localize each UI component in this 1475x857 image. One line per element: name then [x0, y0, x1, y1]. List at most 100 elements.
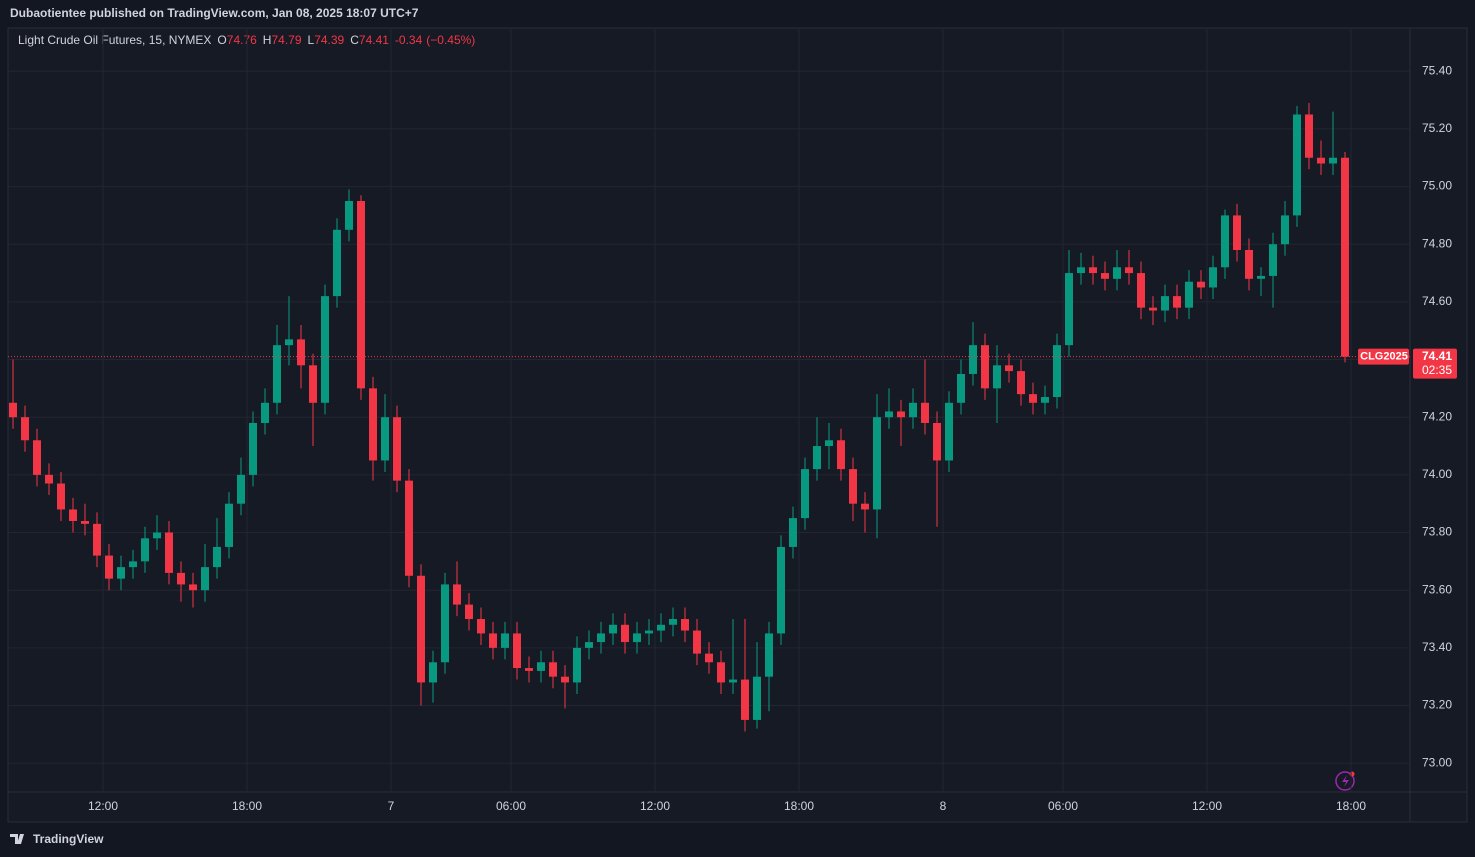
y-tick-label: 74.20 — [1422, 409, 1452, 423]
candle-body — [813, 446, 821, 470]
candle-body — [945, 402, 953, 461]
candle-body — [1305, 114, 1313, 158]
candle-body — [225, 503, 233, 547]
y-tick-label: 74.00 — [1422, 467, 1452, 481]
candle-body — [153, 532, 161, 539]
candle-body — [345, 200, 353, 230]
y-tick-label: 73.20 — [1422, 698, 1452, 712]
x-tick-label: 7 — [388, 799, 395, 813]
candle-body — [1173, 296, 1181, 308]
candle-body — [261, 402, 269, 423]
candle-body — [825, 440, 833, 447]
candle-body — [309, 365, 317, 403]
x-tick-label: 06:00 — [496, 799, 526, 813]
candle-body — [885, 411, 893, 418]
candle-body — [909, 402, 917, 418]
candle-body — [417, 575, 425, 683]
candle-body — [1233, 215, 1241, 250]
candle-body — [597, 633, 605, 643]
candle-body — [477, 619, 485, 634]
candle-body — [249, 422, 257, 475]
candle-body — [369, 388, 377, 461]
candle-body — [1077, 267, 1085, 274]
candle-body — [873, 417, 881, 510]
candle-body — [729, 679, 737, 683]
y-tick-label: 75.00 — [1422, 179, 1452, 193]
candle-body — [1293, 114, 1301, 216]
flash-circle[interactable] — [1335, 771, 1355, 791]
candle-body — [549, 662, 557, 677]
candle-body — [1317, 157, 1325, 164]
price-tag-countdown: 02:35 — [1422, 363, 1452, 377]
candle-body — [537, 662, 545, 671]
candle-body — [501, 633, 509, 648]
legend-close: 74.41 — [359, 33, 389, 47]
candle-body — [789, 518, 797, 547]
x-tick-label: 18:00 — [1336, 799, 1366, 813]
candle-body — [585, 642, 593, 648]
candle-body — [669, 619, 677, 625]
candle-body — [777, 546, 785, 634]
candle-body — [1161, 296, 1169, 311]
plot — [8, 28, 1410, 792]
legend-change-pct: (−0.45%) — [426, 33, 475, 47]
candle-body — [621, 624, 629, 643]
candle-body — [645, 630, 653, 634]
candle-body — [177, 572, 185, 585]
footer-brand: TradingView — [33, 832, 104, 846]
candle-body — [1257, 275, 1265, 279]
candle-body — [1137, 273, 1145, 308]
price-tag — [1413, 348, 1457, 379]
candle-body — [1005, 365, 1013, 372]
ticker-label: CLG2025 — [1360, 351, 1408, 363]
legend-open: 74.76 — [227, 33, 257, 47]
footer-logo: TradingView — [10, 832, 104, 846]
flash-dot — [1349, 771, 1355, 777]
candle-body — [1197, 281, 1205, 288]
candle-body — [285, 339, 293, 346]
flash-bolt[interactable] — [1342, 775, 1349, 787]
candle-body — [129, 561, 137, 568]
logo-icon — [10, 834, 24, 844]
y-tick-label: 73.00 — [1422, 755, 1452, 769]
y-tick-label: 73.80 — [1422, 525, 1452, 539]
candle-body — [441, 584, 449, 663]
legend-change: -0.34 — [395, 33, 423, 47]
candle-body — [1125, 267, 1133, 274]
candle-body — [201, 567, 209, 591]
legend-line: Light Crude Oil Futures, 15, NYMEX O74.76… — [18, 33, 475, 47]
candle-body — [525, 668, 533, 671]
candle-body — [57, 483, 65, 510]
candle-body — [1281, 215, 1289, 245]
legend-low: 74.39 — [314, 33, 344, 47]
candle-body — [93, 523, 101, 556]
candle-body — [981, 345, 989, 389]
candle-body — [957, 373, 965, 403]
candle-body — [849, 469, 857, 504]
candle-body — [429, 662, 437, 683]
y-tick-label: 74.60 — [1422, 294, 1452, 308]
candle-body — [357, 200, 365, 389]
candle-body — [633, 633, 641, 643]
x-tick-label: 18:00 — [784, 799, 814, 813]
candle-body — [1029, 394, 1037, 403]
candle-body — [837, 440, 845, 470]
y-tick-label: 75.20 — [1422, 121, 1452, 135]
candle-body — [513, 633, 521, 669]
price-tag-value: 74.41 — [1422, 349, 1452, 363]
candle-body — [969, 345, 977, 374]
x-tick-label: 18:00 — [232, 799, 262, 813]
candle-body — [1329, 157, 1337, 164]
candle-body — [705, 653, 713, 663]
candle-body — [33, 440, 41, 475]
candle-body — [1089, 267, 1097, 274]
candle-body — [81, 520, 89, 524]
legend-name: Light Crude Oil Futures, 15, NYMEX — [18, 33, 211, 47]
candle-body — [297, 339, 305, 366]
candle-body — [321, 296, 329, 403]
candle-body — [933, 422, 941, 461]
candle-body — [561, 676, 569, 683]
candle-body — [333, 229, 341, 297]
candle-body — [1245, 249, 1253, 279]
